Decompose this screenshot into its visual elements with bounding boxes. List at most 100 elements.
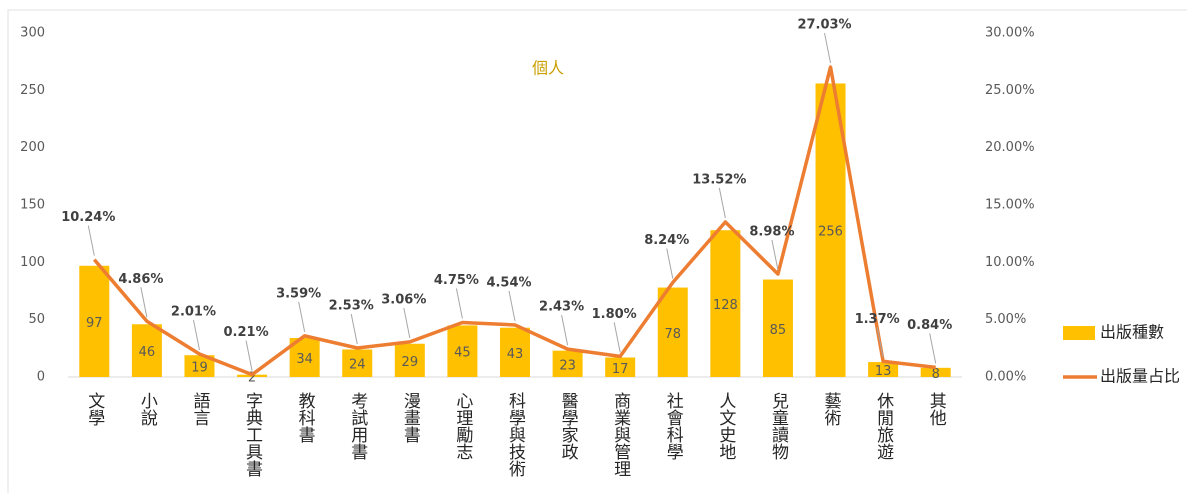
bar-value-label: 34 (296, 352, 313, 367)
bar-value-label: 17 (612, 362, 629, 377)
bar-value-label: 46 (139, 345, 156, 360)
y-tick-label: 0 (37, 370, 45, 385)
y2-tick-label: 5.00% (985, 312, 1026, 327)
bar (500, 327, 530, 377)
leader-line (140, 287, 148, 318)
bar (605, 357, 636, 377)
y-tick-label: 200 (20, 140, 45, 155)
x-tick-label: 教科書 (295, 392, 316, 443)
leader-line (613, 322, 621, 353)
y-tick-label: 50 (28, 312, 45, 327)
line-value-label: 2.53% (329, 298, 374, 313)
x-tick-label: 科學與技術 (505, 392, 526, 477)
chart-frame (7, 9, 1187, 493)
chart-title: 個人 (532, 59, 564, 78)
x-tick-label: 人文史地 (715, 392, 736, 460)
x-tick-label: 社會科學 (663, 392, 684, 461)
line-value-label: 1.37% (855, 312, 900, 327)
y2-tick-label: 0.00% (985, 370, 1026, 385)
y-tick-label: 100 (20, 255, 45, 270)
leader-line (245, 340, 253, 371)
line-value-label: 0.21% (224, 325, 269, 340)
x-tick-label: 其他 (926, 392, 947, 426)
x-tick-label: 文學 (84, 392, 105, 427)
line-value-label: 8.24% (644, 233, 689, 248)
legend-swatch (1063, 326, 1095, 340)
line-value-label: 3.59% (276, 286, 321, 301)
bar (762, 279, 793, 377)
x-tick-label: 心理勵志 (452, 392, 473, 460)
x-tick-label: 商業與管理 (610, 392, 631, 477)
x-tick-label: 醫學家政 (558, 392, 579, 460)
bar-value-label: 2 (248, 370, 256, 385)
bar-value-label: 85 (770, 323, 787, 338)
bar-value-label: 8 (932, 367, 940, 382)
bar (342, 349, 373, 377)
bar-value-label: 23 (559, 358, 576, 373)
line-value-label: 4.75% (434, 273, 479, 288)
bar-value-label: 45 (454, 346, 471, 361)
line-value-label: 8.98% (749, 225, 794, 240)
line-value-label: 4.54% (486, 275, 531, 290)
leader-line (403, 307, 411, 339)
bar-value-label: 256 (818, 225, 843, 240)
leader-line (718, 187, 726, 219)
bar-value-label: 29 (402, 355, 419, 370)
bar (394, 343, 425, 377)
bar-value-label: 43 (507, 347, 524, 362)
x-tick-label: 兒童讀物 (768, 392, 789, 460)
line-value-label: 1.80% (592, 307, 637, 322)
x-tick-label: 漫畫書 (400, 392, 421, 443)
line (92, 65, 936, 377)
leader-line (824, 32, 832, 64)
leader-line (508, 290, 516, 322)
y-tick-label: 300 (20, 26, 45, 41)
x-tick-label: 語言 (189, 392, 210, 426)
line-value-label: 10.24% (61, 210, 115, 225)
bar (184, 355, 215, 377)
bar (920, 367, 951, 377)
bar (79, 265, 110, 377)
line-value-label: 0.84% (907, 318, 952, 333)
leader-line (87, 225, 95, 256)
bar-value-label: 24 (349, 358, 366, 373)
bar-value-label: 97 (86, 316, 103, 331)
line-value-label: 27.03% (797, 18, 851, 33)
x-tick-label: 藝術 (821, 392, 842, 426)
bar-value-label: 13 (875, 364, 892, 379)
x-tick-label: 休閒旅遊 (873, 392, 894, 460)
legend-label: 出版量占比 (1100, 367, 1180, 386)
bar-value-label: 19 (191, 361, 208, 376)
leader-line (929, 333, 937, 364)
line-value-label: 2.43% (539, 300, 584, 315)
bar (131, 324, 162, 377)
leader-line (192, 319, 200, 351)
y-tick-label: 250 (20, 83, 45, 98)
line-value-label: 13.52% (692, 172, 746, 187)
bar-value-label: 78 (664, 327, 681, 342)
line-value-label: 2.01% (171, 304, 216, 319)
y2-tick-label: 30.00% (985, 26, 1035, 41)
leader-line (876, 327, 884, 358)
leader-line (771, 239, 779, 271)
leader-line (350, 313, 358, 345)
bar (657, 287, 688, 377)
legend-label: 出版種數 (1100, 323, 1164, 342)
bar (447, 325, 478, 377)
x-tick-label: 考試用書 (347, 392, 368, 460)
leader-line (561, 315, 569, 346)
bar (710, 230, 741, 377)
line-value-label: 4.86% (118, 272, 163, 287)
y-tick-label: 150 (20, 198, 45, 213)
y2-tick-label: 10.00% (985, 255, 1035, 270)
bar (552, 350, 583, 377)
bar (868, 362, 899, 377)
leader-line (666, 248, 674, 279)
y2-tick-label: 25.00% (985, 83, 1035, 98)
bar-value-label: 128 (713, 298, 738, 313)
line-value-label: 3.06% (381, 292, 426, 307)
x-tick-label: 小說 (137, 392, 158, 427)
x-tick-label: 字典工具書 (242, 392, 263, 477)
y2-tick-label: 15.00% (985, 198, 1035, 213)
